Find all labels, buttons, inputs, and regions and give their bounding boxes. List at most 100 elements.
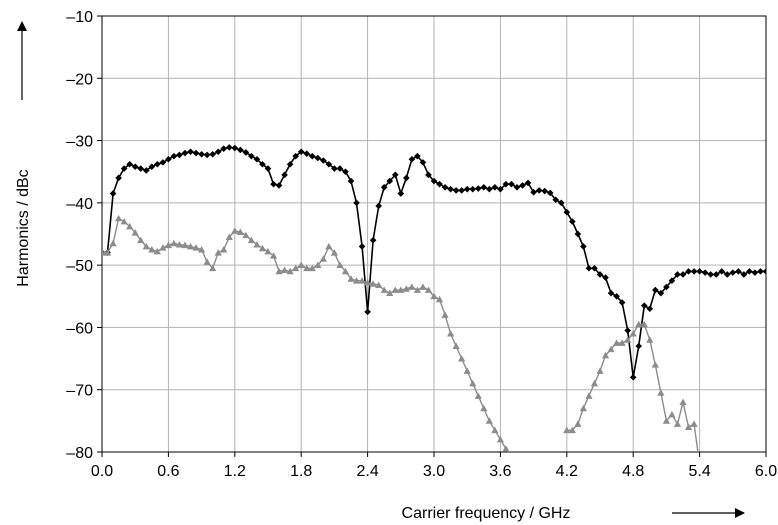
data-point-diamond bbox=[735, 268, 742, 275]
data-point-diamond bbox=[347, 177, 355, 185]
data-point-triangle bbox=[491, 426, 499, 434]
data-point-diamond bbox=[126, 160, 133, 168]
data-point-diamond bbox=[237, 146, 244, 154]
data-point-diamond bbox=[142, 167, 150, 174]
data-point-triangle bbox=[496, 435, 504, 443]
data-point-triangle bbox=[364, 278, 372, 286]
data-point-diamond bbox=[314, 154, 322, 162]
x-tick-label: 5.4 bbox=[688, 463, 710, 480]
data-point-diamond bbox=[635, 342, 643, 350]
data-point-diamond bbox=[436, 180, 443, 188]
data-point-triangle bbox=[115, 214, 123, 222]
data-point-diamond bbox=[203, 151, 211, 159]
data-point-triangle bbox=[613, 339, 621, 346]
y-axis-label: Harmonics / dBc bbox=[15, 169, 32, 286]
data-point-diamond bbox=[746, 268, 753, 275]
data-point-triangle bbox=[485, 417, 493, 424]
y-tick-label: –60 bbox=[66, 320, 93, 337]
data-point-diamond bbox=[607, 289, 615, 297]
data-point-diamond bbox=[391, 171, 399, 179]
data-point-diamond bbox=[519, 182, 526, 189]
data-point-diamond bbox=[685, 268, 692, 275]
data-point-triangle bbox=[137, 236, 145, 244]
data-point-diamond bbox=[137, 165, 145, 172]
data-point-diamond bbox=[231, 144, 239, 152]
data-point-triangle bbox=[408, 283, 416, 290]
data-point-diamond bbox=[552, 196, 560, 204]
data-point-triangle bbox=[690, 420, 698, 427]
data-point-triangle bbox=[519, 461, 526, 467]
data-point-triangle bbox=[126, 222, 134, 230]
x-tick-label: 0.0 bbox=[91, 463, 113, 480]
data-point-diamond bbox=[497, 185, 504, 193]
data-point-triangle bbox=[220, 245, 228, 253]
data-point-diamond bbox=[375, 202, 382, 210]
data-point-triangle bbox=[148, 245, 156, 253]
data-point-diamond bbox=[403, 174, 410, 182]
data-point-triangle bbox=[102, 249, 106, 256]
data-point-diamond bbox=[192, 149, 200, 157]
series-3 bbox=[563, 320, 699, 452]
x-tick-label: 1.8 bbox=[290, 463, 312, 480]
data-point-triangle bbox=[397, 286, 405, 293]
data-point-triangle bbox=[314, 261, 322, 269]
data-point-triangle bbox=[131, 229, 139, 236]
x-tick-label: 2.4 bbox=[356, 463, 378, 480]
data-point-diamond bbox=[275, 182, 283, 189]
data-point-diamond bbox=[524, 179, 532, 187]
data-point-diamond bbox=[154, 160, 161, 168]
data-point-triangle bbox=[186, 242, 195, 250]
data-point-triangle bbox=[236, 228, 244, 236]
data-point-diamond bbox=[358, 243, 366, 250]
data-point-triangle bbox=[679, 398, 687, 406]
data-point-diamond bbox=[308, 152, 316, 160]
data-point-triangle bbox=[253, 240, 261, 248]
data-point-triangle bbox=[175, 240, 184, 248]
data-point-diamond bbox=[386, 177, 394, 185]
data-point-diamond bbox=[115, 174, 122, 182]
data-point-diamond bbox=[740, 271, 748, 278]
data-point-diamond bbox=[253, 155, 261, 163]
data-point-triangle bbox=[391, 286, 399, 293]
x-tick-label: 3.0 bbox=[423, 463, 445, 480]
data-point-diamond bbox=[701, 269, 709, 276]
data-point-diamond bbox=[419, 159, 427, 166]
data-point-diamond bbox=[198, 150, 205, 158]
data-point-triangle bbox=[380, 286, 388, 293]
data-point-triangle bbox=[413, 286, 421, 293]
data-point-diamond bbox=[557, 199, 565, 207]
data-point-diamond bbox=[181, 149, 189, 157]
data-point-triangle bbox=[452, 342, 460, 349]
data-point-triangle bbox=[624, 336, 632, 343]
data-point-triangle bbox=[511, 451, 512, 452]
data-point-diamond bbox=[380, 183, 388, 191]
data-point-diamond bbox=[574, 230, 582, 238]
data-point-diamond bbox=[707, 271, 714, 278]
data-point-diamond bbox=[508, 180, 515, 188]
data-point-diamond bbox=[513, 183, 521, 191]
data-point-diamond bbox=[679, 271, 687, 278]
data-point-triangle bbox=[109, 239, 117, 247]
data-point-triangle bbox=[375, 281, 383, 288]
data-point-diamond bbox=[657, 289, 665, 297]
data-point-triangle bbox=[386, 289, 394, 297]
data-point-diamond bbox=[165, 155, 172, 163]
data-point-diamond bbox=[441, 183, 449, 191]
data-point-triangle bbox=[264, 247, 272, 255]
data-point-diamond bbox=[491, 183, 499, 191]
data-point-diamond bbox=[613, 292, 620, 300]
data-point-diamond bbox=[342, 168, 349, 176]
data-point-diamond bbox=[757, 268, 764, 275]
data-point-diamond bbox=[718, 268, 726, 275]
data-point-triangle bbox=[419, 283, 427, 290]
series-line bbox=[102, 217, 510, 452]
data-point-triangle bbox=[209, 264, 217, 272]
data-point-triangle bbox=[275, 267, 283, 275]
data-point-diamond bbox=[663, 283, 670, 291]
data-point-diamond bbox=[690, 268, 698, 275]
data-point-triangle bbox=[153, 247, 161, 255]
data-point-triangle bbox=[513, 461, 520, 467]
data-point-triangle bbox=[225, 233, 233, 240]
data-point-diamond bbox=[176, 151, 183, 159]
data-point-triangle bbox=[269, 252, 278, 259]
